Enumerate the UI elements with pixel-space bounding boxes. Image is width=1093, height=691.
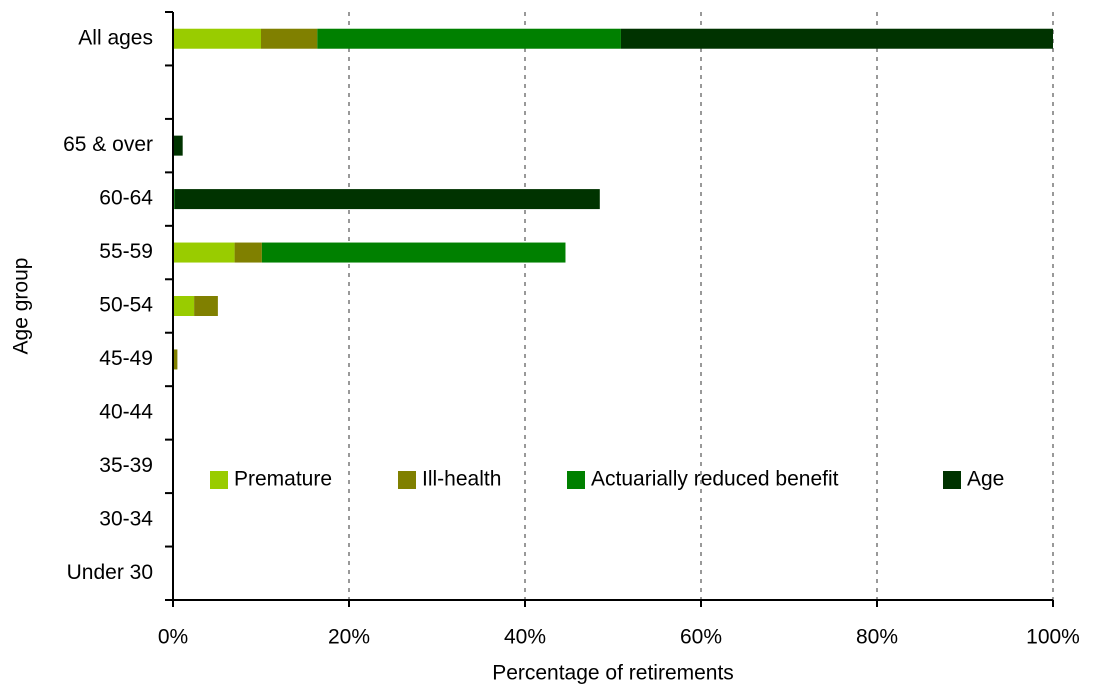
x-tick-label: 20% [328, 626, 370, 649]
bar-segment [261, 28, 318, 49]
x-tick-label: 100% [1026, 626, 1080, 649]
y-tick-label: 65 & over [63, 133, 153, 156]
bar-segment [261, 242, 566, 263]
x-tick-label: 80% [856, 626, 898, 649]
legend-swatch [567, 471, 585, 489]
bar-segment [194, 296, 218, 316]
y-tick-label: All ages [78, 26, 153, 49]
legend-swatch [398, 471, 416, 489]
y-tick-label: 45-49 [99, 347, 153, 370]
x-tick-label: 0% [158, 626, 188, 649]
bar-segment [173, 296, 195, 316]
bar-segment [234, 242, 262, 263]
y-tick-label: 60-64 [99, 187, 153, 210]
y-tick-label: Under 30 [67, 561, 153, 584]
y-tick-label: 30-34 [99, 507, 153, 530]
y-tick-label: 35-39 [99, 454, 153, 477]
legend-swatch [210, 471, 228, 489]
legend-swatch [943, 471, 961, 489]
y-tick-label: 40-44 [99, 400, 153, 423]
bar-segment [317, 28, 621, 49]
y-axis-label: Age group [10, 258, 33, 355]
x-axis-label: Percentage of retirements [492, 662, 734, 685]
legend-label: Premature [234, 468, 332, 491]
x-tick-label: 60% [680, 626, 722, 649]
bar-segment [173, 349, 178, 370]
bar-segment [173, 135, 183, 156]
bar-segment [174, 189, 600, 210]
y-tick-label: 55-59 [99, 240, 153, 263]
bar-segment [173, 28, 261, 49]
bar-segment [173, 242, 235, 263]
x-tick-label: 40% [504, 626, 546, 649]
bar-segment [620, 28, 1053, 49]
legend-label: Ill-health [422, 468, 501, 491]
legend-label: Actuarially reduced benefit [591, 468, 839, 491]
legend-label: Age [967, 468, 1004, 491]
y-tick-label: 50-54 [99, 294, 153, 317]
